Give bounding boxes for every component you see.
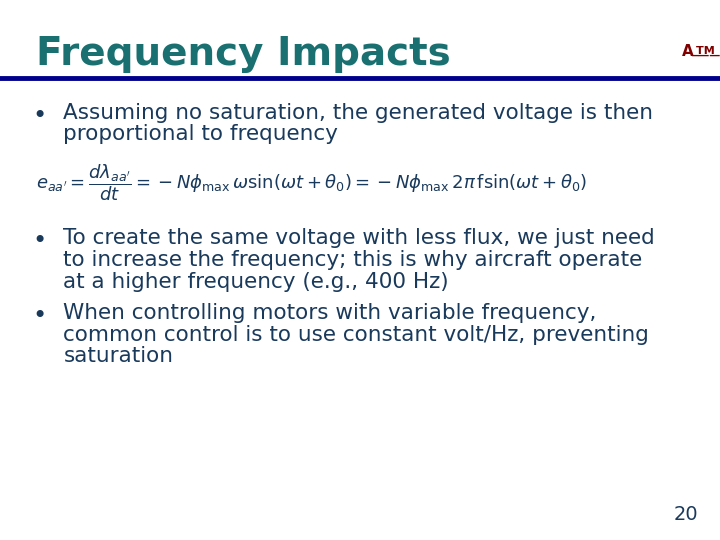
Text: saturation: saturation bbox=[63, 346, 174, 366]
Text: •: • bbox=[32, 304, 47, 328]
Text: proportional to frequency: proportional to frequency bbox=[63, 124, 338, 144]
Text: When controlling motors with variable frequency,: When controlling motors with variable fr… bbox=[63, 303, 597, 323]
Text: to increase the frequency; this is why aircraft operate: to increase the frequency; this is why a… bbox=[63, 250, 643, 270]
Text: 20: 20 bbox=[674, 505, 698, 524]
Text: A: A bbox=[682, 44, 693, 59]
Text: ͟T͟M͟: ͟T͟M͟ bbox=[697, 46, 716, 57]
Text: To create the same voltage with less flux, we just need: To create the same voltage with less flu… bbox=[63, 228, 655, 248]
Text: at a higher frequency (e.g., 400 Hz): at a higher frequency (e.g., 400 Hz) bbox=[63, 272, 449, 292]
Text: $e_{aa^{\prime}} = \dfrac{d\lambda_{aa^{\prime}}}{dt} = -N\phi_{\max}\,\omega\si: $e_{aa^{\prime}} = \dfrac{d\lambda_{aa^{… bbox=[36, 162, 587, 202]
Text: •: • bbox=[32, 230, 47, 253]
Text: •: • bbox=[32, 104, 47, 127]
Text: common control is to use constant volt/Hz, preventing: common control is to use constant volt/H… bbox=[63, 325, 649, 345]
Text: Frequency Impacts: Frequency Impacts bbox=[36, 35, 451, 73]
Text: Assuming no saturation, the generated voltage is then: Assuming no saturation, the generated vo… bbox=[63, 103, 653, 123]
